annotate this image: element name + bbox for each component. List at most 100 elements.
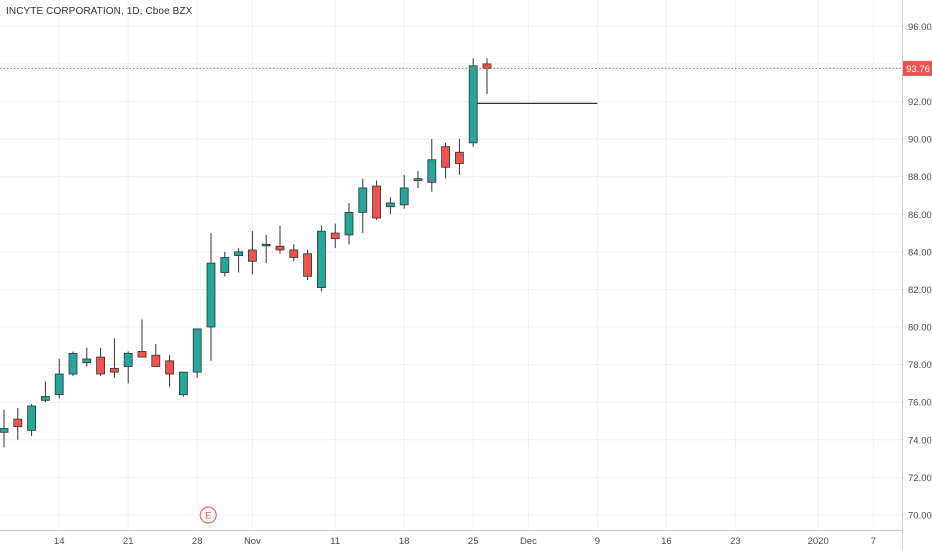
candle[interactable] bbox=[330, 223, 340, 249]
candle[interactable] bbox=[137, 319, 147, 358]
candle-body-down bbox=[110, 367, 119, 373]
time-tick-label: 16 bbox=[661, 536, 672, 547]
candle[interactable] bbox=[123, 351, 133, 384]
candle-body-down bbox=[165, 360, 175, 375]
candle[interactable] bbox=[220, 251, 230, 277]
candle-body-up bbox=[178, 371, 188, 396]
candle[interactable] bbox=[399, 174, 409, 209]
last-price-badge-layer: 93.76 bbox=[903, 60, 932, 76]
candle[interactable] bbox=[234, 248, 244, 273]
candle[interactable] bbox=[110, 338, 119, 378]
candle-body-up bbox=[68, 352, 78, 375]
last-price-badge bbox=[903, 60, 932, 76]
candle[interactable] bbox=[54, 358, 64, 399]
candle-body-down bbox=[275, 245, 285, 251]
time-tick-label: 23 bbox=[730, 536, 741, 547]
candle[interactable] bbox=[413, 171, 423, 188]
time-axis[interactable]: 14 21 28 Nov 11 18 25 Dec 9 16 23 2020 7 bbox=[54, 536, 876, 547]
price-tick-label: 82.00 bbox=[908, 285, 932, 296]
candle-body-down bbox=[413, 178, 423, 181]
price-tick-label: 74.00 bbox=[908, 435, 932, 446]
price-tick-label: 78.00 bbox=[908, 360, 932, 371]
candle-body-down bbox=[482, 63, 492, 69]
price-tick-label: 76.00 bbox=[908, 398, 932, 409]
candle[interactable] bbox=[27, 404, 37, 437]
candle-body-up bbox=[358, 187, 368, 213]
candle-body-down bbox=[151, 354, 161, 367]
price-tick-label: 70.00 bbox=[908, 510, 932, 521]
candle-body-up bbox=[261, 243, 271, 247]
time-tick-label: 14 bbox=[54, 536, 65, 547]
candle[interactable] bbox=[0, 409, 9, 448]
candle[interactable] bbox=[165, 355, 175, 388]
time-tick-label: 28 bbox=[192, 536, 203, 547]
candle[interactable] bbox=[82, 347, 92, 367]
candle[interactable] bbox=[303, 249, 313, 281]
candle-body-up bbox=[206, 262, 216, 328]
candle-body-up bbox=[399, 187, 409, 206]
candle-body-up bbox=[344, 211, 354, 236]
candle-body-down bbox=[303, 253, 313, 277]
candle-body-down bbox=[137, 351, 147, 358]
candle[interactable] bbox=[151, 343, 161, 367]
candle-body-up bbox=[123, 352, 133, 367]
time-tick-label: 25 bbox=[468, 536, 479, 547]
candle[interactable] bbox=[178, 371, 188, 397]
candle[interactable] bbox=[385, 197, 395, 215]
candle[interactable] bbox=[261, 234, 271, 264]
candle-body-down bbox=[330, 232, 340, 240]
price-tick-label: 88.00 bbox=[908, 172, 932, 183]
time-tick-label: 7 bbox=[871, 536, 876, 547]
candle[interactable] bbox=[41, 381, 50, 403]
candle-body-up bbox=[220, 257, 230, 273]
candle[interactable] bbox=[96, 347, 105, 376]
grid-lines bbox=[0, 0, 902, 530]
candle-body-up bbox=[82, 358, 92, 364]
candle-body-down bbox=[96, 356, 105, 375]
candle[interactable] bbox=[289, 244, 299, 262]
candle-body-up bbox=[54, 373, 64, 396]
axes bbox=[0, 0, 903, 550]
time-tick-label: Dec bbox=[520, 536, 537, 547]
candle[interactable] bbox=[358, 178, 368, 234]
candle[interactable] bbox=[372, 180, 382, 220]
candle-body-up bbox=[316, 230, 326, 288]
time-tick-label: Nov bbox=[244, 536, 261, 547]
candle-body-up bbox=[41, 396, 50, 401]
earnings-marker[interactable] bbox=[199, 506, 217, 524]
candle-body-down bbox=[289, 249, 299, 258]
price-tick-label: 80.00 bbox=[908, 323, 932, 334]
candle[interactable] bbox=[344, 202, 354, 245]
price-axis[interactable]: 70.00 72.00 74.00 76.00 78.00 80.00 82.00 84.00… bbox=[908, 22, 932, 522]
price-tick-label: 90.00 bbox=[908, 135, 932, 146]
candle[interactable] bbox=[206, 233, 216, 361]
candle[interactable] bbox=[427, 139, 437, 192]
price-tick-label: 92.00 bbox=[908, 97, 932, 108]
candle-body-up bbox=[234, 251, 244, 257]
candle[interactable] bbox=[68, 351, 78, 376]
candlestick-series[interactable] bbox=[0, 58, 492, 448]
time-tick-label: 18 bbox=[399, 536, 410, 547]
candle-body-down bbox=[454, 151, 464, 164]
candle[interactable] bbox=[13, 407, 23, 440]
candle[interactable] bbox=[482, 58, 492, 94]
earnings-marker-label: E bbox=[205, 511, 211, 522]
candle-body-up bbox=[192, 328, 202, 373]
last-price-label: 93.76 bbox=[906, 64, 930, 75]
candle-body-down bbox=[13, 418, 23, 428]
price-tick-label: 84.00 bbox=[908, 247, 932, 258]
candle[interactable] bbox=[247, 231, 257, 275]
candle[interactable] bbox=[275, 225, 285, 254]
candle[interactable] bbox=[468, 58, 478, 147]
candle-body-up bbox=[0, 428, 9, 433]
candle[interactable] bbox=[316, 225, 326, 292]
candle[interactable] bbox=[441, 142, 451, 179]
price-tick-label: 86.00 bbox=[908, 210, 932, 221]
candle-body-down bbox=[372, 185, 382, 219]
earnings-event-layer[interactable]: E bbox=[199, 506, 217, 524]
price-tick-label: 72.00 bbox=[908, 473, 932, 484]
chart-title: INCYTE CORPORATION, 1D, Cboe BZX bbox=[6, 6, 193, 17]
candle[interactable] bbox=[454, 139, 464, 175]
candle[interactable] bbox=[192, 328, 202, 378]
